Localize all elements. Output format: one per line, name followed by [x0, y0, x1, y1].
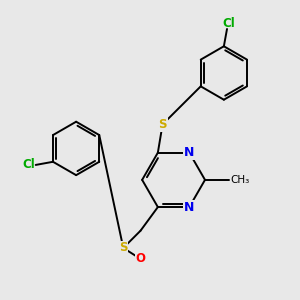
Text: Cl: Cl	[22, 158, 35, 171]
Text: N: N	[184, 201, 194, 214]
Text: O: O	[136, 252, 146, 266]
Text: CH₃: CH₃	[230, 175, 249, 185]
Text: Cl: Cl	[222, 17, 235, 30]
Text: S: S	[158, 118, 167, 131]
Text: N: N	[184, 146, 194, 159]
Text: S: S	[119, 242, 128, 254]
